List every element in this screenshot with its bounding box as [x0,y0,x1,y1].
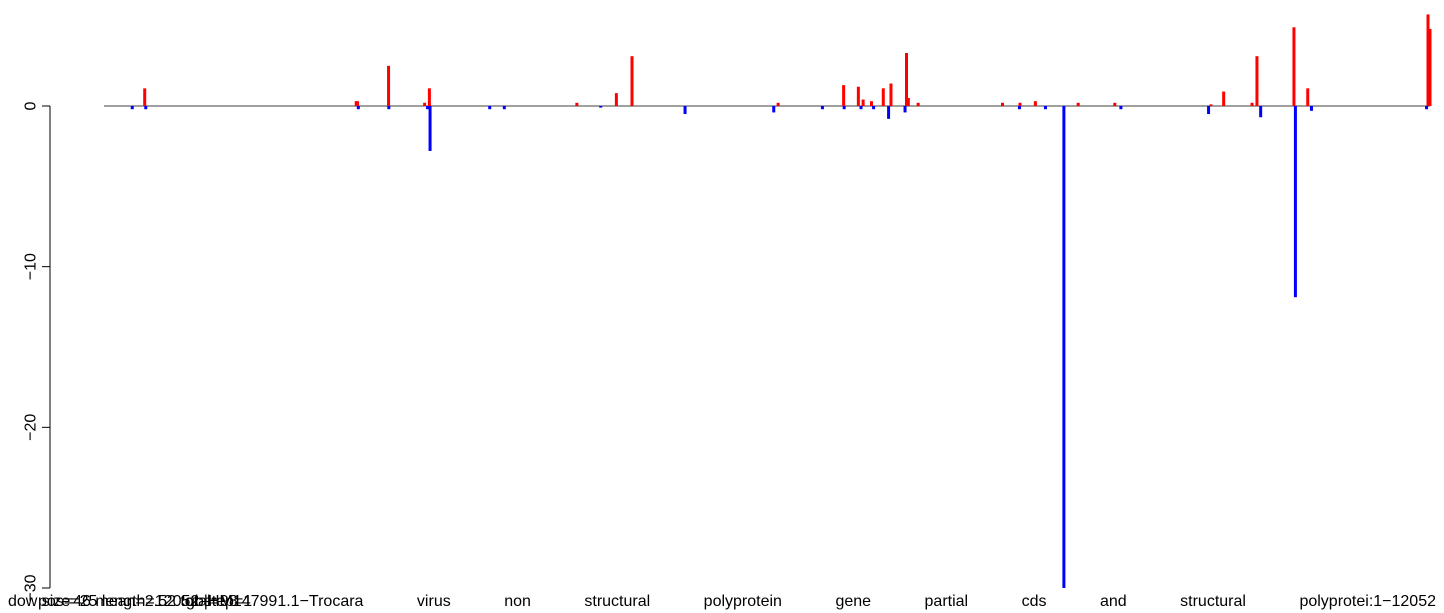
positive-bar-11 [856,86,860,106]
negative-bar-8 [599,106,603,108]
positive-bars [143,14,1432,107]
negative-bar-4 [426,106,430,110]
positive-bar-15 [889,83,893,106]
positive-bar-4 [423,102,427,106]
positive-bar-5 [427,88,431,106]
positive-bar-7 [614,93,618,106]
positive-bar-14 [881,88,885,106]
negative-bar-14 [872,106,876,110]
positive-bar-18 [916,102,920,106]
positive-bar-8 [630,56,634,106]
positive-bar-26 [1250,102,1254,106]
negative-bar-24 [1309,106,1313,111]
y-ticks: 0 −10 −20 −30 [23,101,50,602]
negative-bar-5 [428,106,432,151]
negative-bar-2 [356,106,360,110]
footer-label-position: pos=46 mean=2.52 total=98 [38,593,238,610]
negative-bars [130,106,1429,588]
negative-bar-3 [387,106,391,110]
negative-bar-13 [859,106,863,110]
negative-bar-21 [1207,106,1211,115]
negative-bar-15 [887,106,891,119]
positive-bar-27 [1255,56,1259,106]
negative-bar-10 [772,106,776,113]
negative-bar-7 [502,106,506,110]
negative-bar-1 [144,106,148,110]
positive-bar-13 [869,101,873,106]
negative-bar-9 [683,106,687,115]
positive-bar-25 [1222,91,1226,106]
positive-bar-20 [1018,102,1022,106]
negative-bar-11 [820,106,824,110]
positive-bar-2 [356,101,360,106]
positive-bar-0 [143,88,147,106]
y-tick-label-3: −30 [23,574,40,601]
positive-bar-19 [1001,102,1004,106]
positive-bar-29 [1306,88,1310,106]
positive-bar-30 [1426,14,1430,107]
footer-label-window: dow size=25 length=12052 step=1 [8,593,253,610]
positive-bar-6 [575,102,579,106]
footer-label-sequence: gb|HM147991.1−Trocara virus non structur… [186,593,1436,610]
negative-bar-12 [842,106,846,110]
y-tick-label-2: −20 [23,414,40,441]
positive-bar-9 [776,102,780,106]
negative-bar-16 [903,106,907,113]
negative-bar-18 [1043,106,1047,110]
positive-bar-10 [842,85,846,106]
y-tick-label-0: 0 [23,101,40,110]
negative-bar-19 [1062,106,1066,588]
y-tick-label-1: −10 [23,253,40,280]
positive-bar-31 [1428,28,1432,107]
negative-bar-6 [488,106,492,110]
positive-bar-22 [1076,102,1080,106]
negative-bar-25 [1425,106,1429,110]
negative-bar-20 [1119,106,1123,110]
positive-bar-3 [387,65,391,106]
negative-bar-0 [130,106,134,110]
negative-bar-17 [1017,106,1021,110]
positive-bar-16 [905,52,908,106]
positive-bar-28 [1292,27,1296,106]
positive-bar-24 [1209,104,1213,106]
negative-bar-23 [1293,106,1297,298]
negative-bar-22 [1259,106,1263,118]
positive-bar-17 [906,97,910,106]
positive-bar-21 [1033,101,1037,106]
positive-bar-23 [1113,102,1117,106]
positive-bar-12 [861,99,865,106]
